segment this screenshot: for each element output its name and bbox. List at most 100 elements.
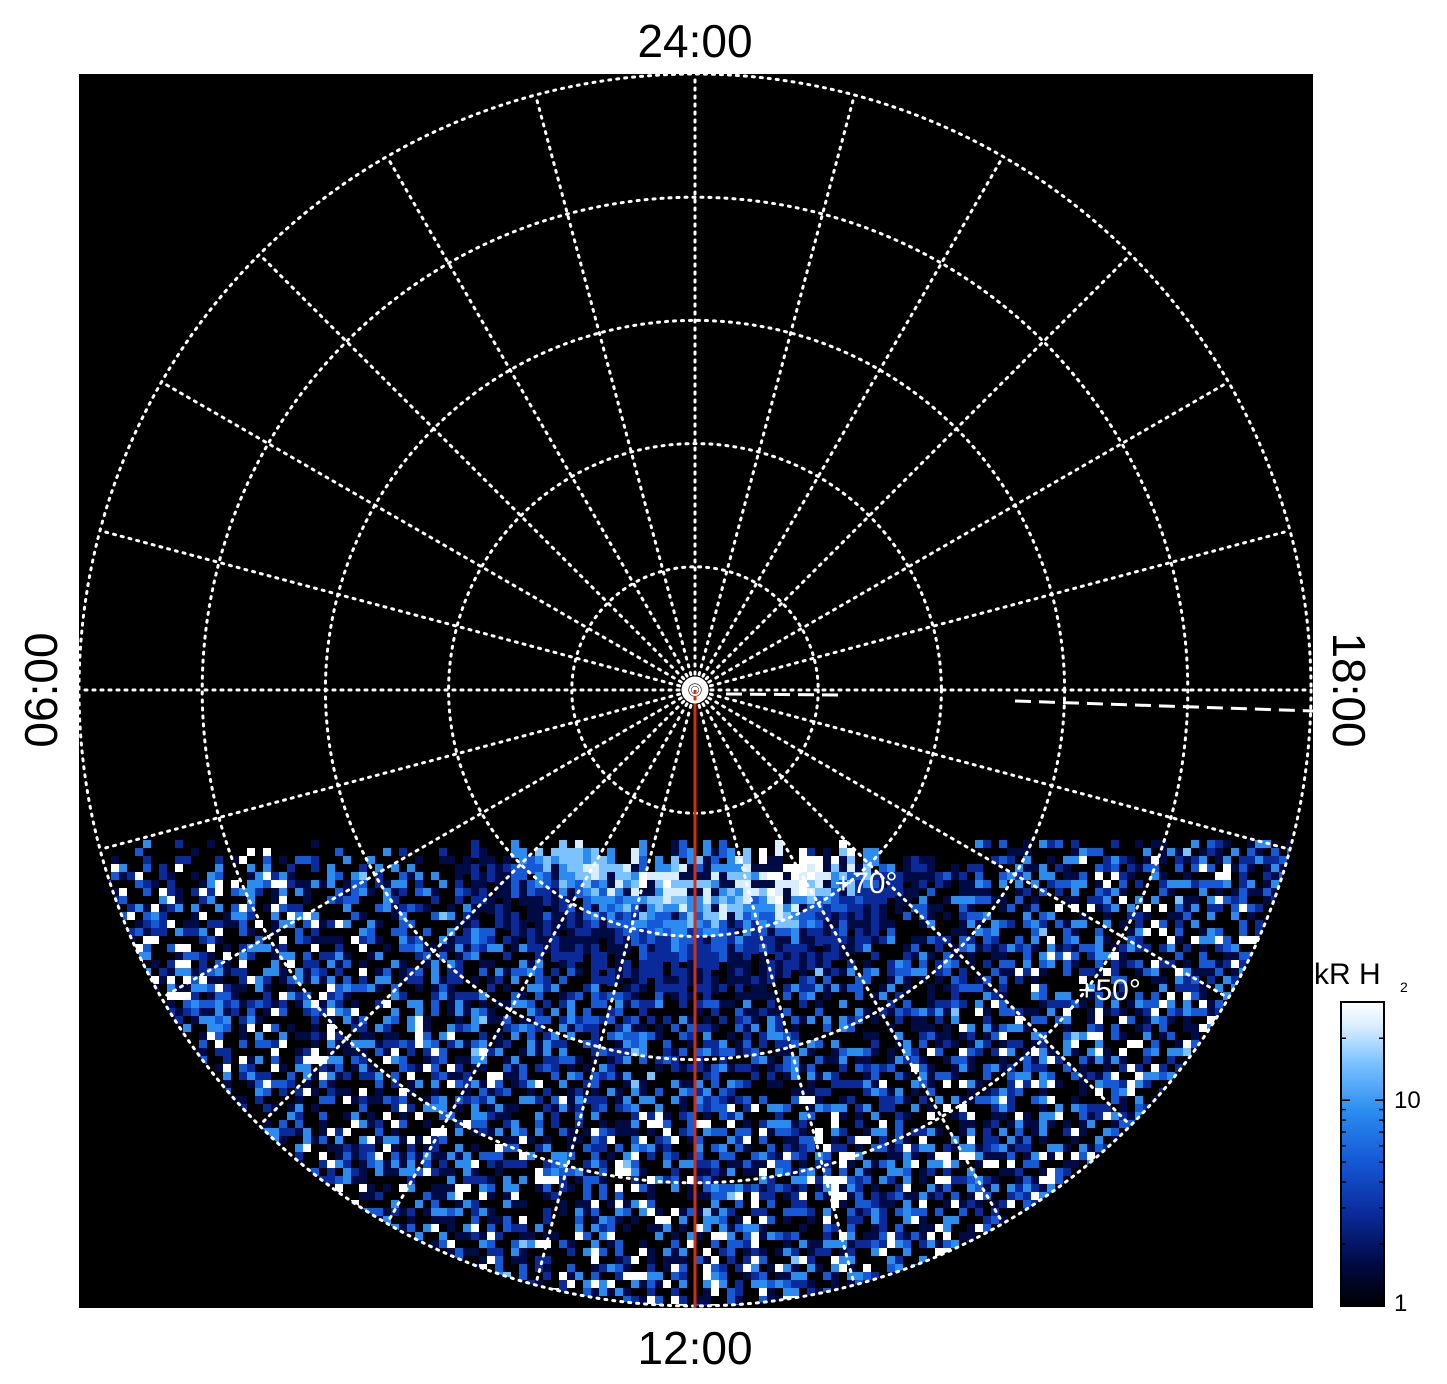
emission-pixel (215, 992, 223, 1000)
emission-pixel (759, 1032, 767, 1040)
emission-pixel (695, 1120, 703, 1128)
emission-pixel (399, 1136, 407, 1144)
emission-pixel (343, 1168, 351, 1176)
emission-pixel (359, 1120, 367, 1128)
emission-pixel (695, 1160, 703, 1168)
emission-pixel (279, 944, 287, 952)
emission-pixel (1127, 1064, 1135, 1072)
emission-pixel (1231, 944, 1239, 952)
emission-pixel (351, 1176, 359, 1184)
emission-pixel (919, 1136, 927, 1144)
emission-pixel (375, 968, 383, 976)
emission-pixel (215, 880, 223, 888)
emission-pixel (343, 984, 351, 992)
emission-pixel (695, 1024, 703, 1032)
emission-pixel (1135, 1080, 1143, 1088)
emission-pixel (215, 984, 223, 992)
emission-pixel (815, 968, 823, 976)
emission-pixel (887, 1088, 895, 1096)
meridian-line (693, 688, 1005, 1225)
emission-pixel (823, 984, 831, 992)
emission-pixel (807, 1216, 815, 1224)
emission-pixel (1047, 856, 1055, 864)
emission-pixel (839, 1184, 847, 1192)
emission-pixel (1167, 944, 1175, 952)
emission-pixel (231, 920, 239, 928)
emission-pixel (1151, 920, 1159, 928)
emission-pixel (639, 1048, 647, 1056)
emission-pixel (879, 1144, 887, 1152)
emission-pixel (711, 1096, 719, 1104)
emission-pixel (855, 1064, 863, 1072)
emission-pixel (735, 1200, 743, 1208)
emission-pixel (271, 880, 279, 888)
emission-pixel (767, 1200, 775, 1208)
emission-pixel (367, 1160, 375, 1168)
emission-pixel (919, 1176, 927, 1184)
emission-pixel (783, 1280, 791, 1288)
emission-pixel (591, 1080, 599, 1088)
emission-pixel (487, 984, 495, 992)
emission-pixel (607, 1128, 615, 1136)
emission-pixel (1071, 880, 1079, 888)
emission-pixel (447, 1008, 455, 1016)
emission-pixel (959, 1128, 967, 1136)
emission-pixel (383, 968, 391, 976)
emission-pixel (551, 1104, 559, 1112)
emission-pixel (703, 1064, 711, 1072)
emission-pixel (1087, 1016, 1095, 1024)
emission-pixel (975, 840, 983, 848)
emission-pixel (1031, 1120, 1039, 1128)
emission-pixel (1023, 1192, 1031, 1200)
emission-pixel (1191, 864, 1199, 872)
emission-pixel (999, 920, 1007, 928)
emission-pixel (855, 1104, 863, 1112)
emission-pixel (807, 1048, 815, 1056)
emission-pixel (351, 1024, 359, 1032)
emission-pixel (599, 856, 607, 874)
emission-pixel (919, 904, 927, 912)
emission-pixel (1151, 1048, 1159, 1056)
emission-pixel (279, 1040, 287, 1048)
dashed-line-segment (1014, 699, 1313, 713)
emission-pixel (671, 1080, 679, 1088)
emission-pixel (951, 984, 959, 992)
emission-pixel (655, 1032, 663, 1040)
emission-pixel (783, 984, 791, 992)
emission-pixel (287, 1104, 295, 1112)
emission-pixel (255, 1088, 263, 1096)
emission-pixel (1103, 1104, 1111, 1112)
emission-pixel (583, 896, 591, 914)
emission-pixel (479, 1120, 487, 1128)
emission-pixel (743, 1248, 751, 1256)
emission-pixel (639, 1272, 647, 1280)
emission-pixel (175, 928, 183, 936)
emission-pixel (583, 1248, 591, 1256)
emission-pixel (879, 1200, 887, 1208)
emission-pixel (583, 1016, 591, 1024)
emission-pixel (383, 1144, 391, 1152)
emission-pixel (487, 1080, 495, 1088)
emission-pixel (1071, 960, 1079, 968)
emission-pixel (255, 1056, 263, 1064)
emission-pixel (495, 1040, 503, 1048)
emission-pixel (719, 1144, 727, 1152)
emission-pixel (1031, 1128, 1039, 1136)
emission-pixel (991, 1048, 999, 1056)
emission-pixel (623, 1104, 631, 1112)
emission-pixel (279, 1064, 287, 1072)
emission-pixel (447, 1032, 455, 1040)
emission-pixel (303, 1032, 311, 1040)
emission-pixel (1183, 984, 1191, 992)
emission-pixel (1111, 1112, 1119, 1120)
emission-pixel (407, 936, 415, 944)
emission-pixel (1119, 1056, 1127, 1064)
emission-pixel (1103, 1048, 1111, 1056)
emission-pixel (327, 960, 335, 968)
emission-pixel (1111, 1080, 1119, 1088)
emission-pixel (767, 856, 775, 874)
emission-pixel (647, 920, 655, 938)
emission-pixel (775, 856, 783, 874)
emission-pixel (375, 1048, 383, 1056)
emission-pixel (1047, 1096, 1055, 1104)
